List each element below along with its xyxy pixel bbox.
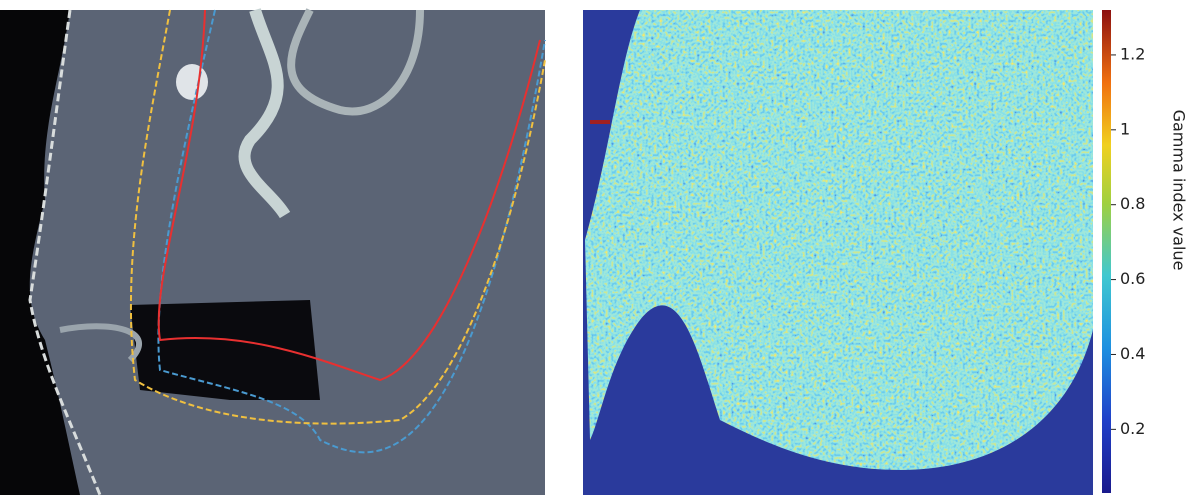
figure: 0.2 0.4 0.6 0.8 1 1.2 Gamma index value <box>0 0 1192 495</box>
colorbar-tick-label: 0.6 <box>1120 269 1145 288</box>
colorbar-tick-label: 1 <box>1120 119 1130 138</box>
gamma-map <box>583 10 1093 495</box>
colorbar-ticks: 0.2 0.4 0.6 0.8 1 1.2 <box>1111 44 1145 437</box>
colorbar-tick-label: 0.4 <box>1120 344 1145 363</box>
page: 0.20.40.60.811.2 Gamma index value (() =… <box>0 0 1192 495</box>
ct-panel <box>0 10 545 495</box>
colorbar <box>1102 10 1111 493</box>
colorbar-tick-label: 0.2 <box>1120 419 1145 438</box>
colorbar-label: Gamma index value <box>1170 110 1189 271</box>
colorbar-tick-label: 1.2 <box>1120 44 1145 63</box>
colorbar-tick-label: 0.8 <box>1120 194 1145 213</box>
